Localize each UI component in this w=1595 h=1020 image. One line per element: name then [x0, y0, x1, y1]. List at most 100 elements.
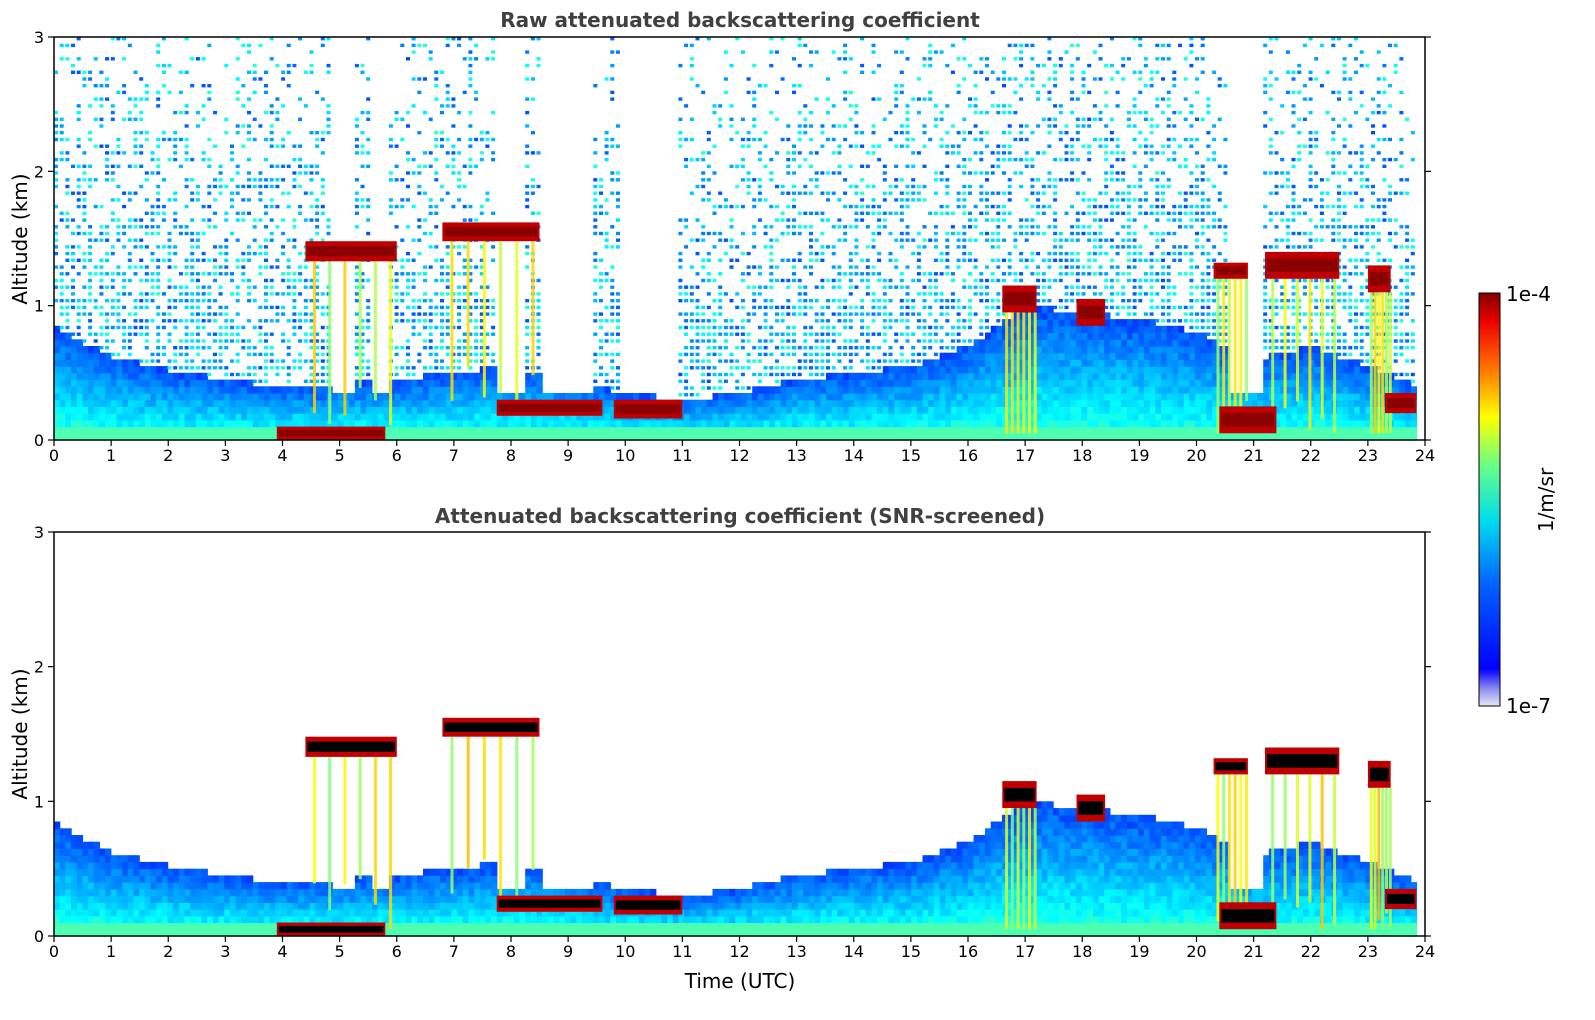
backscatter-cell — [201, 393, 208, 401]
noise-cell — [809, 110, 813, 115]
backscatter-cell — [1036, 393, 1043, 401]
noise-cell — [843, 97, 848, 101]
noise-cell — [1053, 104, 1058, 108]
noise-cell — [843, 178, 848, 182]
noise-cell — [190, 332, 195, 336]
backscatter-cell — [82, 393, 89, 401]
noise-cell — [616, 292, 620, 296]
backscatter-cell — [610, 426, 617, 434]
backscatter-cell — [684, 406, 691, 414]
backscatter-cell — [377, 406, 384, 414]
noise-cell — [814, 285, 819, 289]
noise-cell — [826, 332, 830, 336]
backscatter-cell — [184, 426, 191, 434]
noise-cell — [701, 238, 706, 242]
backscatter-cell — [576, 393, 583, 401]
noise-cell — [979, 278, 984, 283]
backscatter-cell — [599, 386, 606, 394]
noise-cell — [178, 272, 183, 276]
noise-cell — [264, 292, 268, 296]
backscatter-cell — [93, 426, 100, 434]
noise-cell — [65, 191, 70, 195]
backscatter-cell — [792, 419, 799, 428]
noise-cell — [417, 359, 422, 363]
noise-cell — [292, 157, 297, 162]
noise-cell — [678, 312, 683, 316]
noise-cell — [740, 346, 745, 350]
noise-cell — [434, 312, 439, 316]
noise-cell — [485, 144, 490, 148]
backscatter-cell — [93, 352, 100, 360]
noise-cell — [814, 346, 819, 350]
noise-cell — [1002, 77, 1006, 81]
backscatter-cell — [559, 413, 566, 421]
noise-cell — [718, 332, 723, 336]
noise-cell — [729, 352, 734, 357]
backscatter-cell — [434, 406, 441, 414]
backscatter-cell — [286, 399, 293, 407]
noise-cell — [956, 339, 961, 343]
noise-cell — [230, 372, 234, 377]
noise-cell — [894, 178, 899, 182]
noise-cell — [445, 346, 450, 350]
backscatter-cell — [292, 413, 299, 421]
noise-cell — [1036, 151, 1041, 155]
noise-cell — [167, 312, 172, 316]
noise-cell — [894, 359, 899, 363]
noise-cell — [247, 70, 251, 74]
backscatter-cell — [315, 413, 322, 421]
backscatter-cell — [320, 406, 328, 414]
noise-cell — [320, 325, 325, 330]
backscatter-cell — [968, 372, 975, 381]
backscatter-cell — [309, 393, 316, 401]
noise-cell — [996, 258, 1001, 262]
noise-cell — [150, 225, 155, 229]
noise-cell — [445, 332, 450, 336]
backscatter-cell — [474, 379, 481, 387]
noise-cell — [201, 325, 206, 330]
noise-cell — [167, 332, 172, 336]
backscatter-cell — [116, 379, 123, 387]
backscatter-cell — [1058, 366, 1066, 374]
noise-cell — [990, 191, 995, 195]
noise-cell — [423, 346, 427, 350]
noise-cell — [894, 339, 899, 343]
noise-cell — [871, 43, 876, 48]
noise-cell — [610, 225, 615, 229]
backscatter-cell — [809, 406, 816, 414]
noise-cell — [303, 332, 308, 336]
noise-cell — [298, 352, 303, 357]
noise-cell — [843, 137, 848, 142]
backscatter-cell — [99, 386, 106, 394]
noise-cell — [843, 305, 848, 310]
noise-cell — [718, 258, 723, 262]
noise-cell — [93, 265, 98, 269]
noise-cell — [1047, 131, 1052, 135]
noise-cell — [882, 332, 887, 336]
noise-cell — [877, 366, 882, 370]
noise-cell — [735, 258, 740, 262]
backscatter-cell — [445, 386, 452, 394]
noise-cell — [156, 211, 161, 215]
noise-cell — [860, 278, 865, 283]
backscatter-cell — [860, 426, 867, 434]
noise-cell — [445, 285, 450, 289]
noise-cell — [979, 184, 984, 189]
backscatter-cell — [570, 413, 577, 421]
noise-cell — [792, 225, 796, 229]
backscatter-cell — [1036, 359, 1043, 367]
backscatter-cell — [871, 386, 878, 394]
noise-cell — [281, 245, 286, 249]
backscatter-cell — [962, 399, 969, 407]
backscatter-cell — [888, 433, 895, 441]
noise-cell — [127, 191, 132, 195]
heatmap-raw — [54, 37, 1418, 441]
noise-cell — [150, 258, 155, 262]
backscatter-cell — [689, 399, 697, 407]
noise-cell — [985, 131, 989, 135]
noise-cell — [54, 124, 58, 128]
backscatter-cell — [258, 419, 265, 428]
noise-cell — [150, 218, 155, 222]
noise-cell — [1013, 272, 1018, 276]
backscatter-cell — [434, 393, 441, 401]
